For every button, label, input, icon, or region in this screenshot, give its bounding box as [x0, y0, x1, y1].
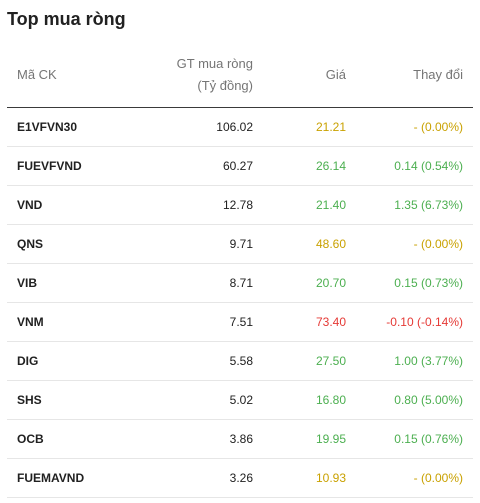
row-spacer: [463, 420, 473, 459]
price: 27.50: [315, 354, 346, 368]
price: 16.80: [315, 393, 346, 407]
net-buy-value: 5.58: [229, 354, 253, 368]
stock-code[interactable]: FUEVFVND: [17, 159, 82, 173]
row-spacer: [463, 186, 473, 225]
net-buy-value: 7.51: [229, 315, 253, 329]
stock-code[interactable]: E1VFVN30: [17, 120, 78, 134]
net-buy-value: 9.71: [229, 237, 253, 251]
table-row[interactable]: VNM 7.51 73.40 -0.10 (-0.14%): [7, 303, 473, 342]
price: 73.40: [315, 315, 346, 329]
table-row[interactable]: FUEVFVND 60.27 26.14 0.14 (0.54%): [7, 147, 473, 186]
table-row[interactable]: E1VFVN30 106.02 21.21 - (0.00%): [7, 108, 473, 147]
table-row[interactable]: QNS 9.71 48.60 - (0.00%): [7, 225, 473, 264]
price-change: -0.10 (-0.14%): [386, 315, 463, 329]
net-buy-value: 12.78: [222, 198, 253, 212]
net-buy-value: 8.71: [229, 276, 253, 290]
row-spacer: [463, 381, 473, 420]
table-row[interactable]: VIB 8.71 20.70 0.15 (0.73%): [7, 264, 473, 303]
header-spacer: [463, 53, 473, 108]
price: 10.93: [315, 471, 346, 485]
stock-code[interactable]: FUEMAVND: [17, 471, 85, 485]
column-header-net-buy-value-line1: GT mua ròng: [176, 56, 253, 71]
price-change: 0.15 (0.73%): [394, 276, 463, 290]
price: 48.60: [315, 237, 346, 251]
stock-code[interactable]: OCB: [17, 432, 44, 446]
stock-code[interactable]: DIG: [17, 354, 39, 368]
net-buy-value: 60.27: [222, 159, 253, 173]
price-change: 1.00 (3.77%): [394, 354, 463, 368]
stock-code[interactable]: VND: [17, 198, 43, 212]
price: 20.70: [315, 276, 346, 290]
price-change: - (0.00%): [413, 120, 463, 134]
stock-code[interactable]: VIB: [17, 276, 38, 290]
price-change: 0.15 (0.76%): [394, 432, 463, 446]
price-change: - (0.00%): [413, 237, 463, 251]
price-change: - (0.00%): [413, 471, 463, 485]
table-row[interactable]: VND 12.78 21.40 1.35 (6.73%): [7, 186, 473, 225]
price-change: 0.14 (0.54%): [394, 159, 463, 173]
price: 21.40: [315, 198, 346, 212]
net-buy-table: Mã CK GT mua ròng (Tỷ đồng) Giá Thay đổi…: [7, 53, 473, 498]
table-row[interactable]: OCB 3.86 19.95 0.15 (0.76%): [7, 420, 473, 459]
price: 26.14: [315, 159, 346, 173]
column-header-code[interactable]: Mã CK: [17, 67, 57, 82]
column-header-net-buy-value[interactable]: GT mua ròng (Tỷ đồng): [127, 53, 253, 108]
stock-code[interactable]: VNM: [17, 315, 44, 329]
column-header-net-buy-value-unit: (Tỷ đồng): [197, 78, 253, 93]
stock-code[interactable]: SHS: [17, 393, 42, 407]
row-spacer: [463, 303, 473, 342]
stock-code[interactable]: QNS: [17, 237, 44, 251]
table-row[interactable]: DIG 5.58 27.50 1.00 (3.77%): [7, 342, 473, 381]
net-buy-value: 3.86: [229, 432, 253, 446]
row-spacer: [463, 342, 473, 381]
price-change: 1.35 (6.73%): [394, 198, 463, 212]
row-spacer: [463, 459, 473, 498]
widget-title: Top mua ròng: [7, 9, 126, 29]
column-header-price[interactable]: Giá: [325, 67, 346, 82]
row-spacer: [463, 108, 473, 147]
table-row[interactable]: FUEMAVND 3.26 10.93 - (0.00%): [7, 459, 473, 498]
row-spacer: [463, 264, 473, 303]
net-buy-value: 3.26: [229, 471, 253, 485]
column-header-change[interactable]: Thay đổi: [413, 67, 463, 82]
net-buy-value: 5.02: [229, 393, 253, 407]
table-header-row: Mã CK GT mua ròng (Tỷ đồng) Giá Thay đổi: [7, 53, 473, 108]
net-buy-value: 106.02: [216, 120, 253, 134]
price: 19.95: [315, 432, 346, 446]
row-spacer: [463, 147, 473, 186]
price: 21.21: [315, 120, 346, 134]
row-spacer: [463, 225, 473, 264]
table-row[interactable]: SHS 5.02 16.80 0.80 (5.00%): [7, 381, 473, 420]
price-change: 0.80 (5.00%): [394, 393, 463, 407]
